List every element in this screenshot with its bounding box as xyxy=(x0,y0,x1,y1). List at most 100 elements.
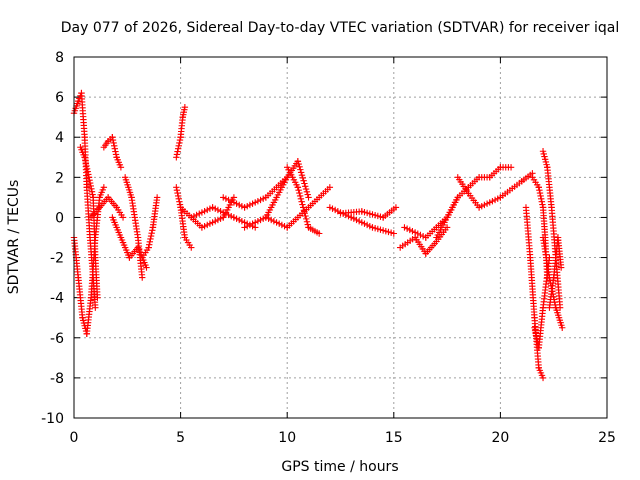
data-point xyxy=(86,176,93,184)
data-point xyxy=(176,198,183,205)
data-point xyxy=(143,264,150,271)
data-point xyxy=(531,324,538,331)
data-point xyxy=(88,188,96,195)
data-point xyxy=(303,215,310,223)
data-point xyxy=(181,103,189,111)
data-point xyxy=(295,160,302,168)
trace-segment-21 xyxy=(454,170,536,211)
data-point xyxy=(82,156,89,164)
data-point xyxy=(535,184,542,191)
y-tick-label: -2 xyxy=(50,251,64,267)
y-axis-label: SDTVAR / TECUs xyxy=(6,180,22,295)
data-point xyxy=(175,142,182,150)
data-point xyxy=(109,134,116,141)
data-point xyxy=(85,174,93,181)
data-point xyxy=(83,165,91,172)
y-tick-label: 4 xyxy=(55,130,64,146)
data-point xyxy=(85,171,92,178)
plot-frame xyxy=(73,56,608,419)
data-point xyxy=(298,198,305,205)
data-point xyxy=(147,235,154,243)
data-point xyxy=(559,324,566,331)
x-tick-label: 25 xyxy=(598,430,616,446)
data-point xyxy=(302,185,310,193)
x-tick-label: 5 xyxy=(176,430,185,446)
data-point xyxy=(536,189,544,197)
data-point xyxy=(538,198,546,205)
data-point xyxy=(89,191,96,198)
y-tick-label: -10 xyxy=(41,411,64,427)
chart-title: Day 077 of 2026, Sidereal Day-to-day VTE… xyxy=(61,20,619,36)
data-point xyxy=(117,164,125,171)
data-point xyxy=(552,301,559,309)
trace-segment-17 xyxy=(337,204,400,221)
data-point xyxy=(296,189,303,197)
data-point xyxy=(305,194,312,201)
data-point xyxy=(92,304,99,311)
data-point xyxy=(173,151,181,158)
x-tick-label: 0 xyxy=(70,430,79,446)
data-point xyxy=(536,187,543,194)
data-point xyxy=(175,195,182,203)
data-point xyxy=(557,264,565,271)
data-point xyxy=(300,207,308,214)
data-point xyxy=(153,194,161,201)
trace-segment-23 xyxy=(522,204,547,382)
data-point xyxy=(303,218,311,225)
y-tick-label: -4 xyxy=(50,291,64,307)
data-point xyxy=(507,164,515,171)
data-point xyxy=(315,230,323,237)
trace-segment-3 xyxy=(87,194,127,221)
data-point xyxy=(88,185,95,192)
trace-segment-27 xyxy=(546,234,565,311)
y-tick-label: 6 xyxy=(55,90,64,106)
data-point xyxy=(537,192,544,200)
data-points xyxy=(70,89,566,382)
data-point xyxy=(188,244,195,251)
data-point xyxy=(146,238,154,245)
data-point xyxy=(174,189,181,197)
y-tick-label: 0 xyxy=(55,210,64,226)
data-point xyxy=(297,195,305,203)
data-point xyxy=(81,154,88,161)
y-tick-label: -6 xyxy=(50,331,64,347)
data-point xyxy=(304,191,311,198)
trace-segment-14 xyxy=(262,184,334,231)
trace-segment-20 xyxy=(433,164,515,241)
data-point xyxy=(390,230,397,237)
data-point xyxy=(174,145,182,152)
data-point xyxy=(176,139,183,147)
data-point xyxy=(111,145,119,152)
data-point xyxy=(87,182,94,190)
data-point xyxy=(94,294,101,301)
grid-lines xyxy=(74,57,607,418)
trace-segment-2 xyxy=(77,144,101,301)
data-point xyxy=(173,187,181,194)
data-point xyxy=(299,201,306,208)
trace-segment-15 xyxy=(284,164,323,237)
x-axis-label: GPS time / hours xyxy=(281,459,398,475)
data-point xyxy=(538,195,545,203)
data-point xyxy=(147,232,155,240)
trace-segment-4 xyxy=(100,134,125,171)
data-point xyxy=(326,184,334,191)
data-point xyxy=(109,136,117,144)
x-tick-label: 10 xyxy=(278,430,296,446)
data-point xyxy=(112,151,120,158)
x-tick-label: 20 xyxy=(491,430,509,446)
data-point xyxy=(148,230,155,237)
data-point xyxy=(100,184,108,191)
data-point xyxy=(539,374,547,382)
data-point xyxy=(294,184,302,191)
data-point xyxy=(392,204,400,211)
data-point xyxy=(174,192,182,200)
trace-segment-11 xyxy=(188,204,259,231)
data-point xyxy=(296,163,303,171)
x-tick-label: 15 xyxy=(385,430,403,446)
data-point xyxy=(82,159,90,167)
data-point xyxy=(295,187,302,194)
data-point xyxy=(302,212,309,220)
y-tick-label: -8 xyxy=(50,371,64,387)
data-point xyxy=(300,177,307,184)
data-point xyxy=(112,148,119,155)
